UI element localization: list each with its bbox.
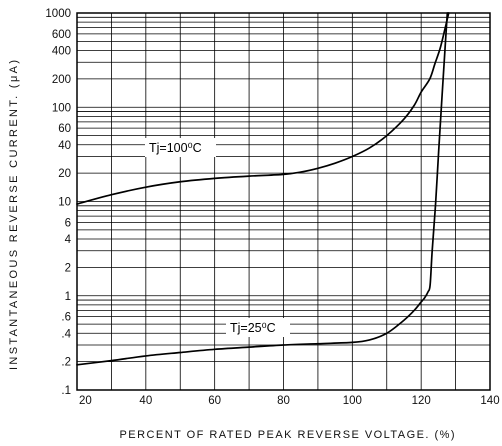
y-tick-label: 60 xyxy=(58,123,71,135)
y-tick-label: 1 xyxy=(65,291,71,303)
y-tick-label: .1 xyxy=(61,385,71,397)
plot-frame xyxy=(76,12,491,391)
y-tick-label: 20 xyxy=(58,168,71,180)
y-tick-label: .6 xyxy=(61,312,71,324)
y-tick-label: 100 xyxy=(52,102,71,114)
series-label-tj-100-text: Tj=100⁰C xyxy=(149,141,202,155)
x-tick-label: 40 xyxy=(139,395,152,407)
y-tick-label: 40 xyxy=(58,140,71,152)
y-tick-label: 4 xyxy=(65,234,72,246)
series-label-tj-25-text: Tj=25⁰C xyxy=(230,321,276,335)
y-tick-label: 10 xyxy=(58,197,71,209)
y-tick-label: 1000 xyxy=(45,8,71,20)
y-axis-title: INSTANTANEOUS REVERSE CURRENT. (μA) xyxy=(8,60,20,370)
series-label-tj-100: Tj=100⁰C xyxy=(145,138,216,157)
y-tick-label: 200 xyxy=(52,74,71,86)
y-tick-label: 600 xyxy=(52,29,71,41)
y-tick-label: .4 xyxy=(61,328,71,340)
x-tick-label: 140 xyxy=(480,395,499,407)
series-label-tj-25: Tj=25⁰C xyxy=(226,318,290,337)
x-tick-label: 100 xyxy=(343,395,362,407)
x-tick-label: 120 xyxy=(412,395,431,407)
y-tick-label: 2 xyxy=(65,262,71,274)
y-tick-labels: 1000 600 400 200 100 60 40 20 10 6 4 2 1 .6 .4 .2 .1 xyxy=(45,8,71,397)
series-line-tj-100 xyxy=(76,12,450,205)
x-tick-label: 20 xyxy=(79,395,92,407)
series-line-tj-25 xyxy=(76,12,449,366)
x-tick-label: 60 xyxy=(208,395,221,407)
x-axis-title: PERCENT OF RATED PEAK REVERSE VOLTAGE. (… xyxy=(120,429,455,441)
series-lines xyxy=(76,12,450,366)
y-tick-label: 6 xyxy=(65,217,71,229)
x-tick-labels: 20 40 60 80 100 120 140 xyxy=(79,395,500,407)
x-tick-label: 80 xyxy=(277,395,290,407)
y-tick-label: .2 xyxy=(61,357,71,369)
y-tick-label: 400 xyxy=(52,46,71,58)
